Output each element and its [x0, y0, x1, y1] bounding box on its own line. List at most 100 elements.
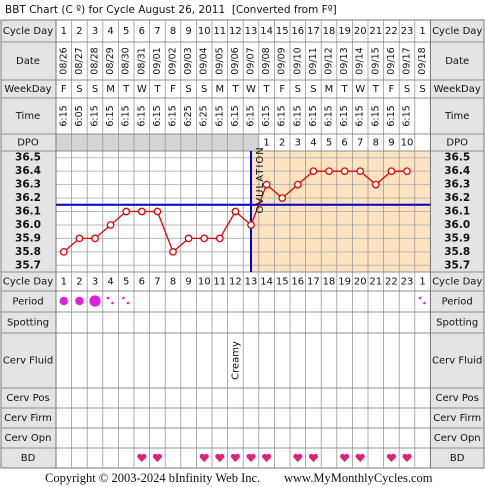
y2-tick-label: 36.5 [444, 152, 470, 164]
cycle-day: 1 [419, 277, 425, 288]
weekday: F [279, 84, 285, 95]
row-label-right: Cycle Day [432, 277, 482, 288]
cycle-day: 21 [369, 277, 382, 288]
y-tick-label: 36.3 [15, 179, 41, 191]
date: 08/30 [121, 47, 132, 74]
time: 6:15 [324, 105, 335, 126]
row-label-right: Cerv Firm [433, 413, 481, 424]
temperature-point [106, 221, 115, 229]
temperature-point [340, 167, 349, 176]
dpo: 2 [279, 138, 285, 149]
weekday: W [137, 84, 147, 95]
time: 6:15 [339, 105, 350, 126]
label-cell [430, 98, 484, 134]
dpo-empty-cell [227, 134, 244, 151]
dpo: 7 [357, 138, 363, 149]
row-label: Date [16, 56, 40, 67]
chart-title: BBT Chart (C º) for Cycle August 26, 201… [5, 4, 337, 16]
cycle-day: 14 [260, 26, 273, 37]
weekday: W [246, 84, 256, 95]
cycle-day: 22 [385, 26, 398, 37]
labels: 36.5 36.536.4 36.436.3 36.336.2 36.236.1 36.1… [3, 26, 483, 464]
temperature-point [262, 180, 271, 189]
temperature-point [231, 207, 240, 216]
period-spot [111, 301, 114, 305]
label-cell [430, 42, 484, 80]
cycle-day: 12 [229, 26, 242, 37]
cycle-day: 8 [170, 26, 176, 37]
y-tick-label: 35.9 [15, 232, 41, 244]
weekday: S [201, 84, 207, 95]
cycle-day: 4 [107, 277, 113, 288]
dpo-empty-cell [180, 134, 197, 151]
weekday: M [325, 84, 334, 95]
temperature-point [309, 167, 318, 176]
time: 6:05 [74, 105, 85, 126]
y2-tick-label: 35.7 [444, 259, 470, 271]
date: 09/14 [355, 47, 366, 74]
label-cell [1, 98, 56, 134]
time: 6:15 [246, 105, 257, 126]
row-label-right: Cerv Fluid [432, 356, 482, 367]
weekday: S [185, 84, 191, 95]
label-cell [1, 272, 56, 291]
period-spot [418, 296, 422, 300]
y-tick-label: 35.8 [15, 246, 41, 258]
label-cell [1, 388, 56, 408]
row-label-right: DPO [446, 138, 468, 149]
cycle-day: 18 [323, 26, 336, 37]
date: 08/29 [105, 47, 116, 74]
dpo-empty-cell [102, 134, 119, 151]
row-label: Cerv Firm [4, 413, 52, 424]
cycle-day: 3 [92, 277, 98, 288]
cycle-day: 13 [245, 277, 258, 288]
y-tick-label: 36.0 [15, 219, 41, 231]
row-label-right: WeekDay [434, 84, 481, 95]
cycle-day: 10 [198, 277, 211, 288]
row-label: BD [21, 453, 36, 464]
cycle-day: 3 [92, 26, 98, 37]
temperature-point [293, 180, 302, 189]
cycle-day: 13 [245, 26, 258, 37]
cycle-day: 5 [123, 277, 129, 288]
time: 6:15 [90, 105, 101, 126]
dpo: 1 [263, 138, 269, 149]
y-tick-label: 36.1 [15, 206, 41, 218]
temperature-point [153, 207, 162, 216]
time: 6:15 [230, 105, 241, 126]
weekday: T [372, 84, 380, 95]
label-cell [1, 20, 56, 42]
dpo-empty-cell [196, 134, 212, 151]
row-label: Cerv Opn [5, 433, 52, 444]
time: 6:15 [121, 105, 132, 126]
label-cell [1, 428, 56, 448]
cycle-day: 2 [76, 277, 82, 288]
label-cell [1, 448, 56, 468]
footer-site: www.MyMonthlyCycles.com [284, 471, 433, 485]
temperature-point [387, 167, 396, 176]
cycle-day: 16 [291, 277, 304, 288]
label-cell [430, 388, 484, 408]
cycle-day: 2 [76, 26, 82, 37]
label-cell [430, 151, 484, 272]
y2-tick-label: 35.8 [444, 246, 470, 258]
temperature-point [184, 234, 193, 243]
temperature-point [91, 234, 99, 243]
cycle-day: 12 [229, 277, 242, 288]
date: 08/28 [90, 47, 101, 74]
weekday: F [389, 84, 395, 95]
dpo-empty-cell [118, 134, 134, 151]
temperature-point [169, 247, 177, 256]
period-spot [106, 296, 110, 300]
period-marks [59, 295, 426, 307]
temperature-point [356, 167, 365, 176]
dpo-empty-cell [212, 134, 228, 151]
cycle-day: 8 [170, 277, 176, 288]
row-label-right: Period [442, 297, 473, 308]
time: 6:25 [183, 105, 194, 126]
row-label-right: BD [450, 453, 465, 464]
label-cell [430, 333, 484, 388]
label-cell [430, 448, 484, 468]
temperature-plot [0, 19, 485, 469]
cycle-day: 20 [354, 277, 367, 288]
